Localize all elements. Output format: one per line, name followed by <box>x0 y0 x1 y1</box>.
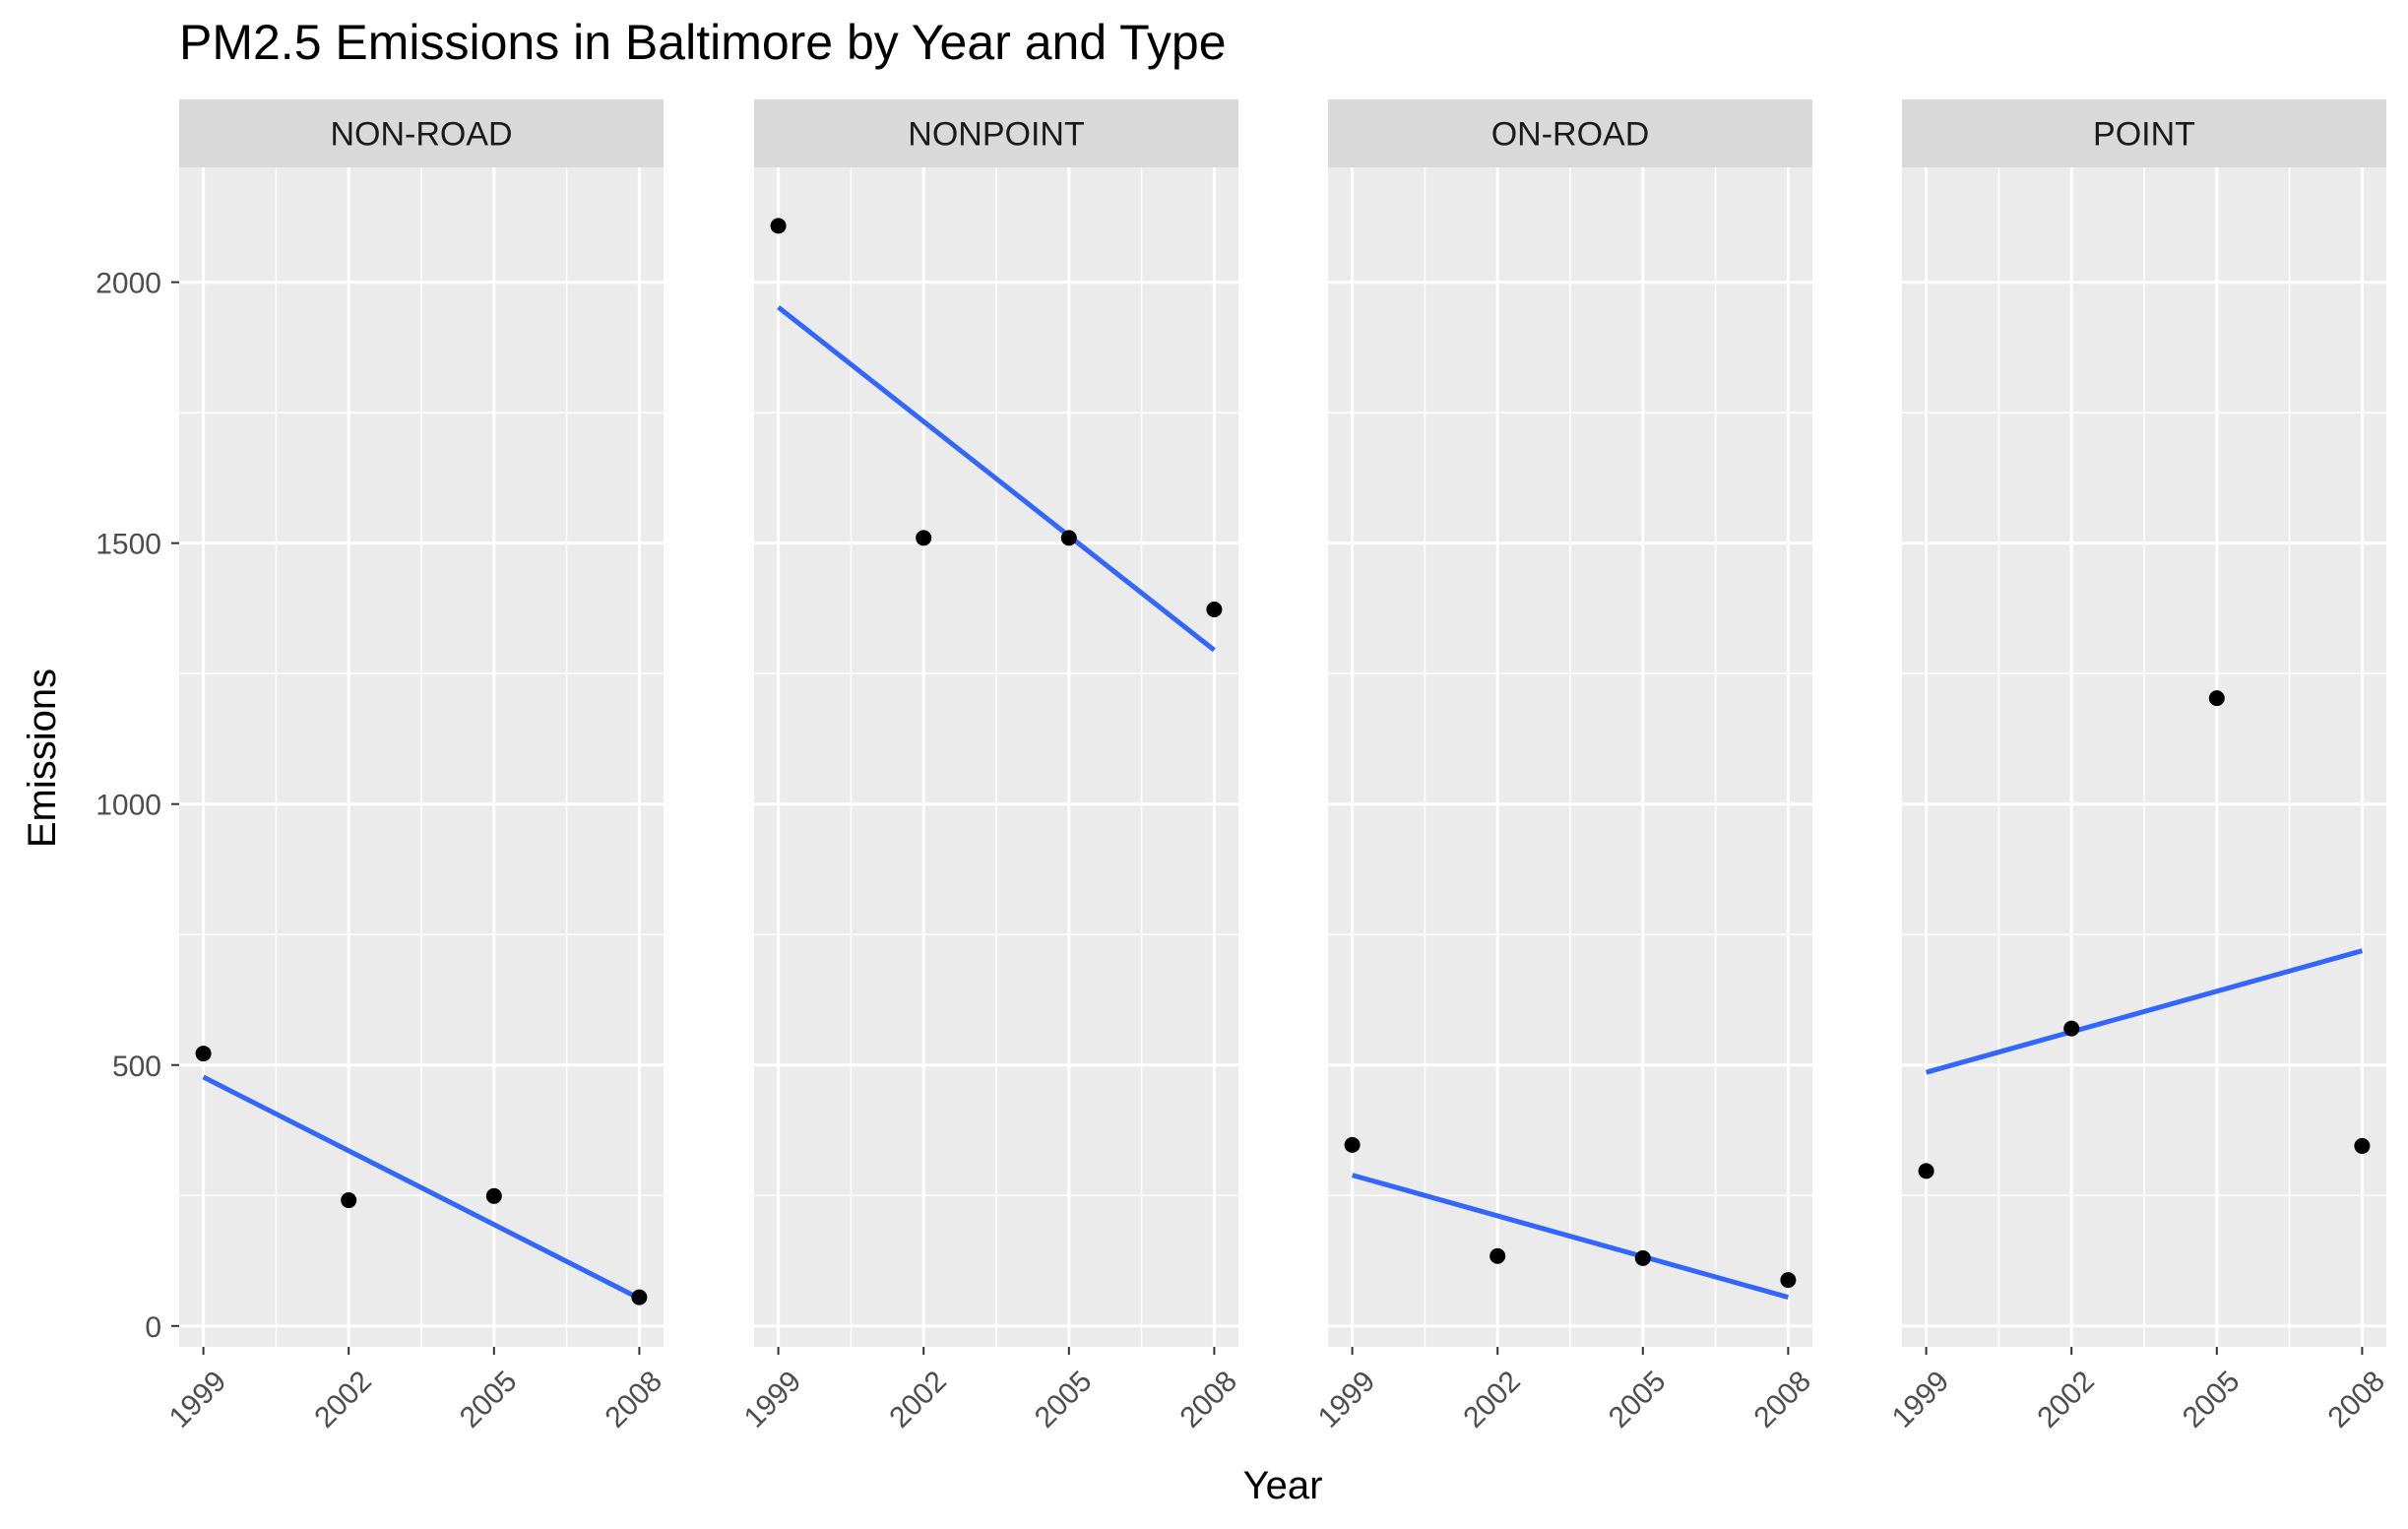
x-axis-title: Year <box>1243 1464 1323 1507</box>
y-tick-label: 2000 <box>95 268 161 300</box>
data-point <box>1918 1163 1934 1179</box>
data-point <box>1780 1272 1797 1289</box>
facet-strip-label: NON-ROAD <box>330 116 512 154</box>
facet-strip-label: ON-ROAD <box>1491 116 1650 154</box>
x-tick-label: 1999 <box>163 1365 233 1434</box>
chart-title: PM2.5 Emissions in Baltimore by Year and… <box>179 15 1227 70</box>
data-point <box>1060 530 1077 546</box>
data-point <box>2063 1020 2080 1037</box>
x-tick-label: 2002 <box>308 1365 378 1434</box>
data-point <box>485 1187 502 1204</box>
x-tick-label: 2008 <box>2322 1365 2392 1434</box>
facet-point: POINT 1999 2002 2005 2008 <box>1886 99 2391 1434</box>
x-tick-label: 2002 <box>1457 1365 1527 1434</box>
data-point <box>1344 1136 1361 1153</box>
facet-strip <box>754 99 1238 167</box>
x-tick-label: 2005 <box>1029 1365 1099 1434</box>
x-tick-label: 2008 <box>1748 1365 1818 1434</box>
data-point <box>195 1046 212 1062</box>
y-axis-title: Emissions <box>21 669 64 848</box>
x-tick-label: 1999 <box>1886 1365 1956 1434</box>
y-axis: 0 500 1000 1500 2000 <box>95 268 179 1344</box>
facets-layer: NON-ROAD 1999 2002 2005 2008 NONPOINT 1999 2002… <box>163 99 2391 1434</box>
x-tick-label: 2008 <box>1174 1365 1244 1434</box>
trend-line <box>1351 1173 1790 1301</box>
x-tick-label: 2005 <box>454 1365 524 1434</box>
y-tick-label: 1000 <box>95 790 161 822</box>
facet-strip-label: NONPOINT <box>908 116 1084 154</box>
x-tick-label: 2002 <box>883 1365 953 1434</box>
data-point <box>2354 1137 2371 1154</box>
data-point <box>770 218 787 234</box>
facet-on-road: ON-ROAD 1999 2002 2005 2008 <box>1312 99 1817 1434</box>
data-point <box>631 1289 648 1306</box>
facet-nonpoint: NONPOINT 1999 2002 2005 2008 <box>738 99 1243 1434</box>
x-tick-label: 1999 <box>1312 1365 1382 1434</box>
x-tick-label: 2002 <box>2031 1365 2101 1434</box>
x-tick-label: 1999 <box>738 1365 808 1434</box>
facet-non-road: NON-ROAD 1999 2002 2005 2008 <box>163 99 668 1434</box>
data-point <box>1634 1249 1651 1266</box>
facet-strip <box>179 99 664 167</box>
data-point <box>341 1192 357 1209</box>
data-point <box>2208 690 2225 707</box>
trend-line <box>202 1074 641 1301</box>
x-tick-label: 2005 <box>2177 1365 2247 1434</box>
data-point <box>1206 601 1223 617</box>
data-point <box>1489 1247 1506 1264</box>
y-tick-label: 1500 <box>95 529 161 561</box>
trend-line <box>1925 948 2364 1075</box>
facet-strip-label: POINT <box>2093 116 2195 154</box>
facet-strip <box>1328 99 1812 167</box>
y-tick-label: 0 <box>145 1311 161 1344</box>
trend-line <box>777 305 1216 653</box>
facet-strip <box>1902 99 2386 167</box>
y-tick-label: 500 <box>112 1051 161 1083</box>
data-point <box>916 530 932 546</box>
x-tick-label: 2005 <box>1603 1365 1673 1434</box>
x-tick-label: 2008 <box>600 1365 669 1434</box>
